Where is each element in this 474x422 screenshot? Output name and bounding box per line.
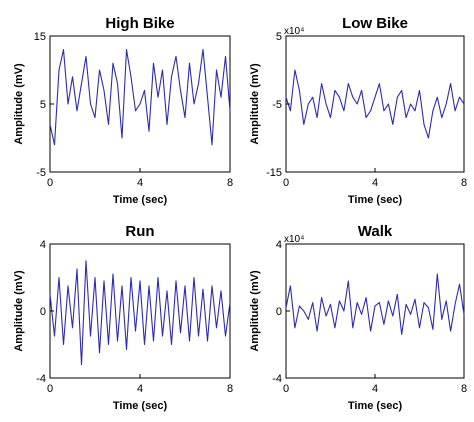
plot-frame [285,243,465,379]
y-tick-label: 4 [276,239,282,251]
y-tick-label: 0 [276,306,282,318]
y-tick-label: -5 [36,167,46,179]
y-tick-label: 0 [40,306,46,318]
y-tick-label: 5 [276,31,282,43]
y-tick-label: 5 [40,99,46,111]
y-axis-label: Amplitude (mV) [13,270,25,352]
x-tick-label: 0 [47,383,53,395]
y-axis-label: Amplitude (mV) [249,270,261,352]
x-tick-label: 4 [137,177,143,189]
x-tick-label: 0 [283,383,289,395]
y-axis-label: Amplitude (mV) [249,63,261,145]
x-tick-label: 8 [461,383,467,395]
y-tick-label: 15 [34,31,46,43]
plot-frame [285,35,465,173]
x-tick-label: 4 [372,383,378,395]
subplot-title: High Bike [105,15,174,32]
x-axis-label: Time (sec) [348,400,403,412]
x-tick-label: 4 [137,383,143,395]
y-tick-label: -5 [272,99,282,111]
y-tick-label: -4 [272,373,282,385]
y-tick-label: -4 [36,373,46,385]
x-axis-label: Time (sec) [348,194,403,206]
x-tick-label: 0 [47,177,53,189]
x-axis-label: Time (sec) [113,194,168,206]
signal-trace [49,260,231,366]
subplot-title: Low Bike [342,15,408,32]
signal-trace [285,273,465,335]
signal-trace [285,69,465,139]
subplot-title: Walk [358,223,393,240]
subplot-title: Run [125,223,154,240]
axis-multiplier: x10⁴ [284,234,304,245]
plot-frame [49,243,231,379]
x-axis-label: Time (sec) [113,400,168,412]
y-axis-label: Amplitude (mV) [13,63,25,145]
x-tick-label: 8 [461,177,467,189]
signal-trace [49,49,231,146]
subplot-2: 0 4 8 -15 -5 5 Low Bike x10⁴ Time (sec) Amplitude… [249,15,467,206]
y-tick-label: -15 [266,167,282,179]
x-tick-label: 0 [283,177,289,189]
x-tick-label: 8 [227,177,233,189]
x-tick-label: 4 [372,177,378,189]
y-tick-label: 4 [40,239,46,251]
subplot-1: 0 4 8 -5 5 15 High Bike Time (sec) Amplitude (mV… [13,15,233,206]
x-tick-label: 8 [227,383,233,395]
axis-multiplier: x10⁴ [284,26,304,37]
